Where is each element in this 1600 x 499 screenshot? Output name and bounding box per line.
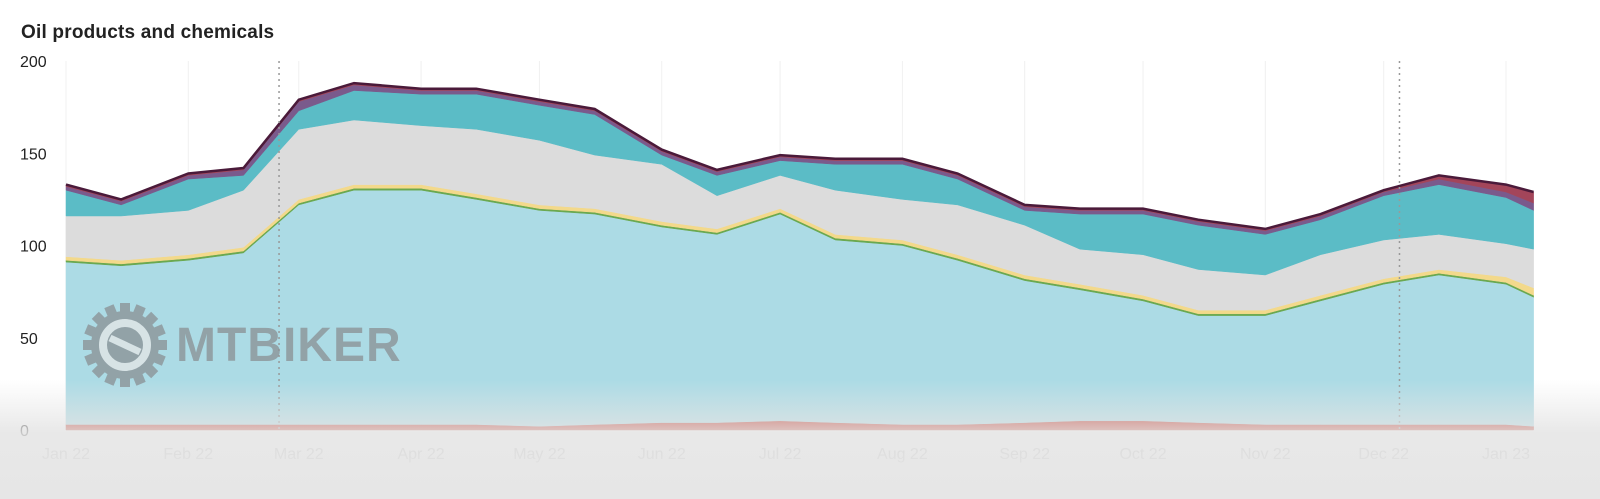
- x-tick-label: Sep 22: [999, 446, 1050, 463]
- x-tick-label: Jan 23: [1482, 446, 1530, 463]
- y-tick-label: 0: [20, 423, 29, 440]
- x-tick-label: Jun 22: [638, 446, 686, 463]
- total-outline: [65, 81, 1534, 231]
- x-tick-label: Nov 22: [1240, 446, 1291, 463]
- x-tick-label: Mar 22: [274, 446, 324, 463]
- x-tick-label: Aug 22: [877, 446, 928, 463]
- x-tick-label: May 22: [513, 446, 566, 463]
- y-tick-label: 100: [20, 239, 47, 256]
- x-tick-label: Apr 22: [397, 446, 444, 463]
- y-tick-label: 150: [20, 146, 47, 163]
- y-tick-label: 200: [20, 54, 47, 71]
- x-tick-label: Feb 22: [163, 446, 213, 463]
- x-tick-label: Oct 22: [1119, 446, 1166, 463]
- chart-title: Oil products and chemicals: [21, 22, 275, 43]
- x-tick-label: Jan 22: [42, 446, 90, 463]
- y-tick-label: 50: [20, 331, 38, 348]
- x-tick-label: Jul 22: [759, 446, 802, 463]
- x-tick-label: Dec 22: [1358, 446, 1409, 463]
